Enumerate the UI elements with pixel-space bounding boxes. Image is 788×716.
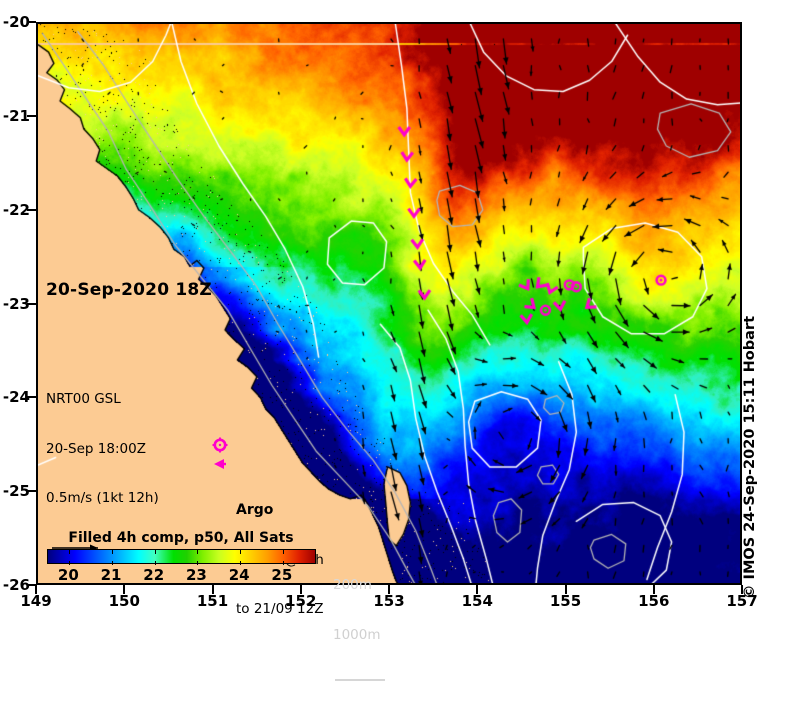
x-axis-tick-label: 149 — [20, 592, 52, 610]
colorbar-tick-mark — [240, 550, 242, 554]
y-axis-tick-label: -22 — [2, 200, 30, 219]
x-axis-tick-label: 150 — [108, 592, 140, 610]
x-axis-tick-label: 151 — [196, 592, 229, 610]
date-stamp: 20-Sep-2020 18Z — [46, 280, 212, 300]
y-axis-tick-mark — [27, 21, 36, 23]
colorbar-tick-label: 24 — [228, 566, 250, 584]
y-axis-tick-label: -20 — [2, 13, 30, 31]
source-product-line: NRT00 GSL — [46, 391, 121, 407]
colorbar-tick-mark — [240, 561, 242, 565]
colorbar-tick-mark — [154, 561, 156, 565]
map-plot-area[interactable] — [36, 22, 742, 585]
colorbar-tick-mark — [154, 550, 156, 554]
x-axis-tick-label: 152 — [285, 592, 317, 610]
y-axis-tick-mark — [27, 114, 36, 117]
colorbar-tick-mark — [69, 550, 71, 554]
x-axis-tick-mark — [388, 585, 390, 594]
argo-legend-title: Argo — [236, 502, 274, 518]
x-axis-tick-mark — [211, 585, 214, 594]
argo-float-circle-marker-icon — [212, 437, 228, 453]
x-axis-tick-mark — [476, 585, 479, 594]
y-axis-tick-mark — [27, 396, 36, 399]
colorbar-tick-label: 20 — [57, 566, 79, 584]
x-axis-tick-label: 154 — [461, 592, 493, 610]
sst-map-page: 20-Sep-2020 18Z NRT00 GSL 20-Sep 18:00Z … — [2, 13, 788, 681]
x-axis-tick-mark — [652, 585, 655, 594]
source-info-block: NRT00 GSL 20-Sep 18:00Z 0.5m/s (1kt 12h) — [46, 358, 159, 588]
colorbar-tick-mark — [282, 561, 284, 565]
argo-legend-period: to 21/09 12Z — [236, 601, 324, 617]
y-axis-tick-label: -23 — [2, 294, 30, 313]
x-axis-tick-mark — [564, 585, 567, 594]
colorbar-tick-label: 23 — [186, 566, 207, 584]
y-axis-tick-label: -26 — [2, 576, 30, 594]
x-axis-tick-label: 153 — [373, 592, 405, 610]
colorbar-tick-mark — [112, 561, 114, 565]
colorbar-tick-mark — [112, 550, 114, 554]
y-axis-tick-mark — [27, 208, 36, 211]
y-axis-tick-label: -25 — [2, 482, 30, 501]
colorbar-tick-label: 25 — [271, 566, 293, 584]
map-overlay-layer — [38, 24, 740, 583]
x-axis-tick-mark — [741, 585, 743, 594]
colorbar-tick-label: 21 — [100, 566, 122, 584]
y-axis-tick-label: -21 — [2, 106, 30, 125]
x-axis-tick-mark — [123, 585, 126, 594]
y-axis-tick-mark — [27, 490, 36, 493]
bathymetry-legend-block: 200m 1000m — [333, 544, 389, 716]
source-time-line: 20-Sep 18:00Z — [46, 440, 146, 457]
y-axis-tick-mark — [27, 584, 36, 586]
credit-text: © IMOS 24-Sep-2020 15:11 Hobart — [742, 315, 758, 599]
colorbar-tick-mark — [69, 561, 71, 565]
x-axis-tick-mark — [299, 585, 302, 594]
x-axis-tick-label: 156 — [638, 592, 670, 610]
colorbar-title: Filled 4h comp, p50, All Sats — [68, 530, 294, 546]
y-axis-tick-mark — [27, 302, 36, 305]
vector-scale-line: 0.5m/s (1kt 12h) — [46, 490, 159, 506]
credit-block: © IMOS 24-Sep-2020 15:11 Hobart — [742, 316, 788, 599]
bathy-line-sample-icon — [335, 679, 385, 681]
bathy-1000m-label: 1000m — [333, 626, 381, 643]
colorbar-tick-mark — [282, 550, 284, 554]
colorbar-tick-mark — [197, 561, 199, 565]
colorbar-gradient — [47, 549, 316, 565]
colorbar-tick-mark — [197, 550, 199, 554]
x-axis-tick-label: 157 — [726, 592, 758, 610]
drifter-arrow-marker-icon — [214, 459, 226, 469]
x-axis-tick-label: 155 — [549, 592, 582, 610]
x-axis-tick-mark — [35, 585, 37, 594]
y-axis-tick-label: -24 — [2, 388, 30, 407]
colorbar[interactable] — [47, 549, 316, 565]
bathy-200m-label: 200m — [333, 577, 372, 593]
colorbar-tick-label: 22 — [143, 566, 165, 584]
